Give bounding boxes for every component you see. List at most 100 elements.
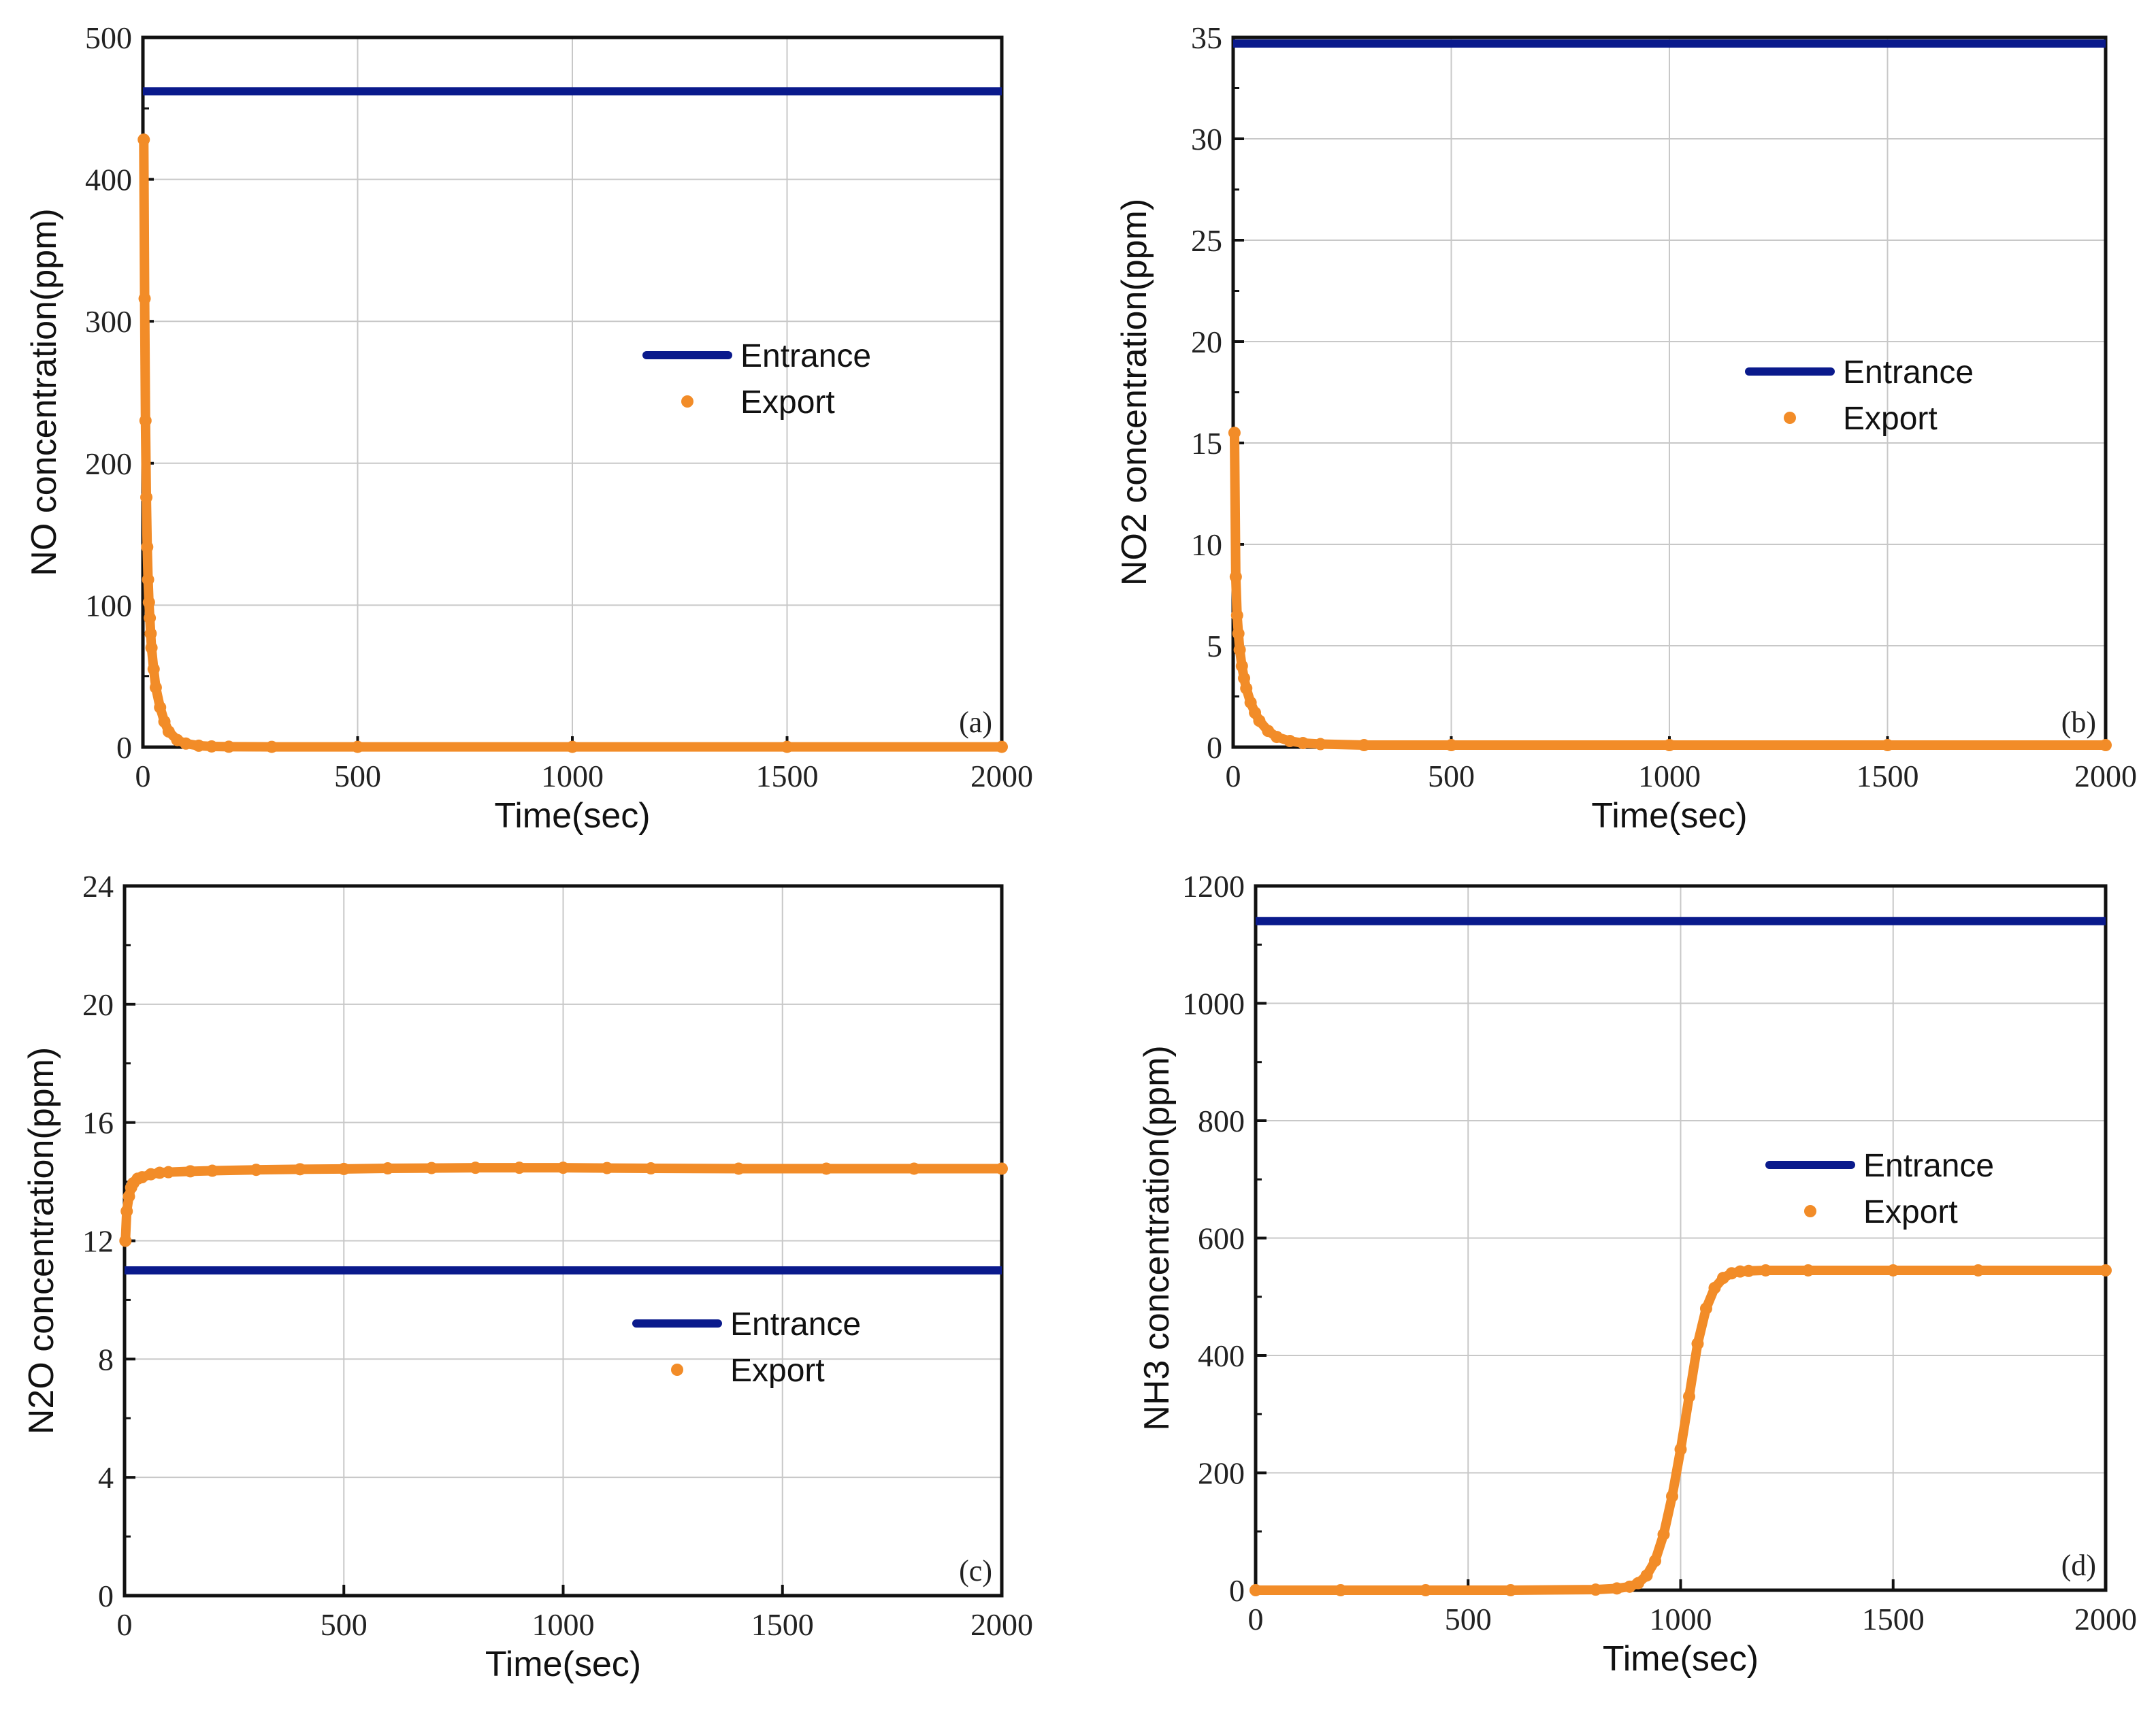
- legend: Entrance Export: [642, 338, 871, 421]
- series-export-point: [184, 1165, 197, 1178]
- x-tick-label: 0: [1226, 759, 1241, 793]
- x-tick-label: 1500: [756, 759, 819, 793]
- y-tick-label: 20: [82, 987, 114, 1022]
- series-export-point: [139, 414, 152, 427]
- series-export-point: [1334, 1584, 1347, 1596]
- y-tick-label: 200: [1198, 1456, 1245, 1491]
- y-tick-label: 25: [1191, 223, 1222, 258]
- y-tick-label: 400: [1198, 1338, 1245, 1373]
- y-tick-label: 10: [1191, 527, 1222, 562]
- series-export-point: [820, 1162, 833, 1175]
- series-export-point: [145, 641, 158, 654]
- x-axis-title: Time(sec): [1591, 796, 1747, 836]
- x-tick-label: 500: [321, 1607, 368, 1642]
- series-export-point: [158, 715, 171, 728]
- series-export-point: [153, 1166, 166, 1179]
- panel-b: 0 500 1000 1500 2000 0 5 10 15 20 25 30 35 Time(sec) N…: [1115, 20, 2137, 836]
- series-export-point: [1228, 427, 1241, 440]
- series-export-point: [1445, 739, 1458, 752]
- y-tick-label: 1200: [1182, 869, 1245, 904]
- y-tick-label: 15: [1191, 426, 1222, 461]
- series-export-point: [1674, 1443, 1687, 1455]
- series-export-point: [1632, 1577, 1645, 1590]
- y-tick-label: 1000: [1182, 987, 1245, 1021]
- series-export-point: [223, 740, 235, 753]
- series-export-point: [469, 1162, 482, 1174]
- panel-c: 0 500 1000 1500 2000 0 4 8 12 16 20 24 Time(sec) N2O …: [22, 869, 1033, 1684]
- series-export-point: [996, 1162, 1008, 1175]
- x-tick-label: 2000: [2074, 759, 2137, 793]
- series-export-point: [1230, 609, 1243, 622]
- y-tick-label: 35: [1191, 20, 1222, 55]
- series-export-point: [557, 1162, 570, 1174]
- y-tick-label: 200: [85, 446, 132, 481]
- series-export-point: [142, 596, 155, 609]
- series-export-point: [513, 1162, 526, 1174]
- series-export-point: [1232, 627, 1245, 640]
- series-export-point: [1235, 659, 1248, 672]
- series-export-point: [293, 1163, 306, 1176]
- y-tick-label: 0: [116, 730, 132, 765]
- y-tick-label: 0: [1207, 730, 1222, 765]
- series-export-point: [566, 740, 578, 753]
- series-export-point: [908, 1162, 921, 1175]
- y-tick-label: 5: [1207, 629, 1222, 663]
- y-tick-label: 300: [85, 304, 132, 339]
- series-export-point: [140, 491, 153, 504]
- panel-label: (b): [2061, 706, 2096, 739]
- y-tick-label: 500: [85, 20, 132, 55]
- panel-label: (c): [959, 1554, 992, 1587]
- y-tick-label: 8: [98, 1342, 114, 1377]
- series-export-point: [147, 663, 160, 676]
- series-export-point: [1691, 1337, 1704, 1350]
- series-export-point: [1972, 1264, 1984, 1277]
- series-export-point: [1284, 735, 1296, 748]
- x-tick-label: 500: [1428, 759, 1475, 793]
- legend-label-entrance: Entrance: [1843, 355, 1974, 391]
- series-export-point: [142, 573, 154, 586]
- x-tick-label: 0: [135, 759, 151, 793]
- series-export-point: [1314, 738, 1327, 751]
- series-export-point: [265, 740, 278, 753]
- y-axis-title: N2O concentration(ppm): [22, 1047, 61, 1434]
- series-export-point: [1358, 739, 1371, 752]
- series-export-point: [1240, 682, 1253, 695]
- legend-label-entrance: Entrance: [730, 1306, 861, 1343]
- x-tick-label: 500: [1445, 1602, 1492, 1636]
- series-export-point: [1640, 1569, 1653, 1582]
- series-export-point: [144, 612, 157, 625]
- series-export-point: [1886, 1264, 1899, 1277]
- series-export-point: [1610, 1582, 1623, 1595]
- x-tick-label: 1000: [1650, 1602, 1712, 1636]
- y-tick-label: 20: [1191, 325, 1222, 359]
- series-export-point: [137, 133, 150, 146]
- y-tick-label: 16: [82, 1106, 114, 1140]
- series-export-point: [1229, 570, 1242, 583]
- x-axis-title: Time(sec): [485, 1645, 641, 1684]
- series-export-point: [162, 1166, 175, 1179]
- series-export-point: [996, 740, 1008, 753]
- series-export-point: [250, 1164, 263, 1176]
- series-export-point: [1233, 643, 1246, 656]
- series-export-point: [120, 1205, 133, 1218]
- x-tick-label: 0: [1248, 1602, 1264, 1636]
- series-export-point: [1649, 1554, 1662, 1567]
- y-tick-label: 600: [1198, 1221, 1245, 1256]
- legend-label-entrance: Entrance: [1863, 1148, 1994, 1184]
- series-export-point: [644, 1162, 657, 1175]
- series-export-point: [1682, 1390, 1695, 1403]
- series-export-point: [1244, 696, 1257, 709]
- series-export-point: [1253, 714, 1266, 727]
- series-export-point: [600, 1162, 613, 1174]
- legend: Entrance Export: [632, 1306, 861, 1389]
- y-tick-label: 0: [1229, 1573, 1245, 1608]
- series-export-point: [1759, 1264, 1772, 1277]
- series-export-point: [1663, 739, 1676, 752]
- x-tick-label: 2000: [970, 1607, 1033, 1642]
- x-tick-label: 1000: [541, 759, 604, 793]
- series-export-point: [2100, 1264, 2112, 1277]
- y-tick-label: 12: [82, 1224, 114, 1259]
- series-export-point: [1657, 1528, 1670, 1541]
- legend-swatch-export: [671, 1364, 683, 1376]
